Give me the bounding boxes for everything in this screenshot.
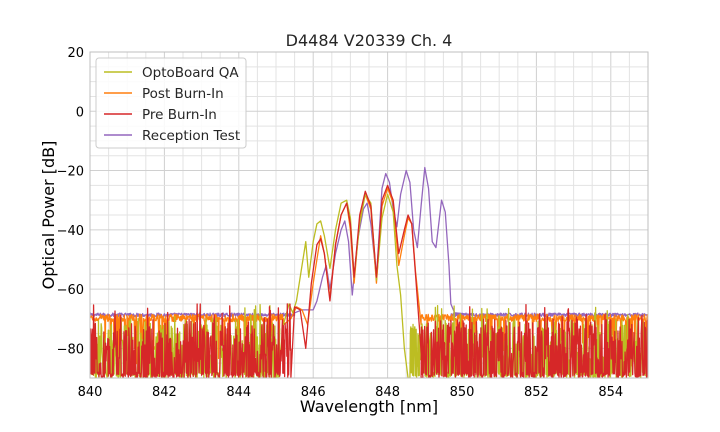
x-tick-label: 848 (375, 385, 400, 400)
x-tick-label: 842 (152, 385, 177, 400)
legend-box (95, 57, 247, 149)
y-axis-label: Optical Power [dB] (39, 141, 58, 290)
y-tick-label: 0 (76, 105, 84, 120)
legend-label: Pre Burn-In (142, 107, 217, 123)
y-tick-label: −60 (57, 283, 84, 298)
y-tick-label: −40 (57, 224, 84, 239)
legend-label: Post Burn-In (142, 86, 224, 102)
x-axis-label: Wavelength [nm] (300, 397, 438, 416)
legend-label: OptoBoard QA (142, 65, 239, 81)
x-tick-label: 854 (598, 385, 623, 400)
x-tick-label: 850 (450, 385, 475, 400)
series-line-pre-burn-in (90, 184, 648, 378)
x-tick-label: 852 (524, 385, 549, 400)
y-tick-label: −20 (57, 165, 84, 180)
y-tick-label: −80 (57, 342, 84, 357)
chart-title: D4484 V20339 Ch. 4 (286, 31, 453, 50)
plot-frame (89, 51, 649, 379)
x-tick-label: 840 (78, 385, 103, 400)
legend-label: Reception Test (142, 128, 240, 144)
x-tick-label: 844 (226, 385, 251, 400)
series-group (90, 166, 648, 378)
y-tick-label: 20 (67, 46, 84, 61)
legend: OptoBoard QA Post Burn-In Pre Burn-In Recep… (95, 57, 247, 149)
tick-labels: 840 842 844 846 848 850 852 854 −80 −60 −40 −20 0 20 (57, 46, 624, 400)
x-tick-label: 846 (301, 385, 326, 400)
